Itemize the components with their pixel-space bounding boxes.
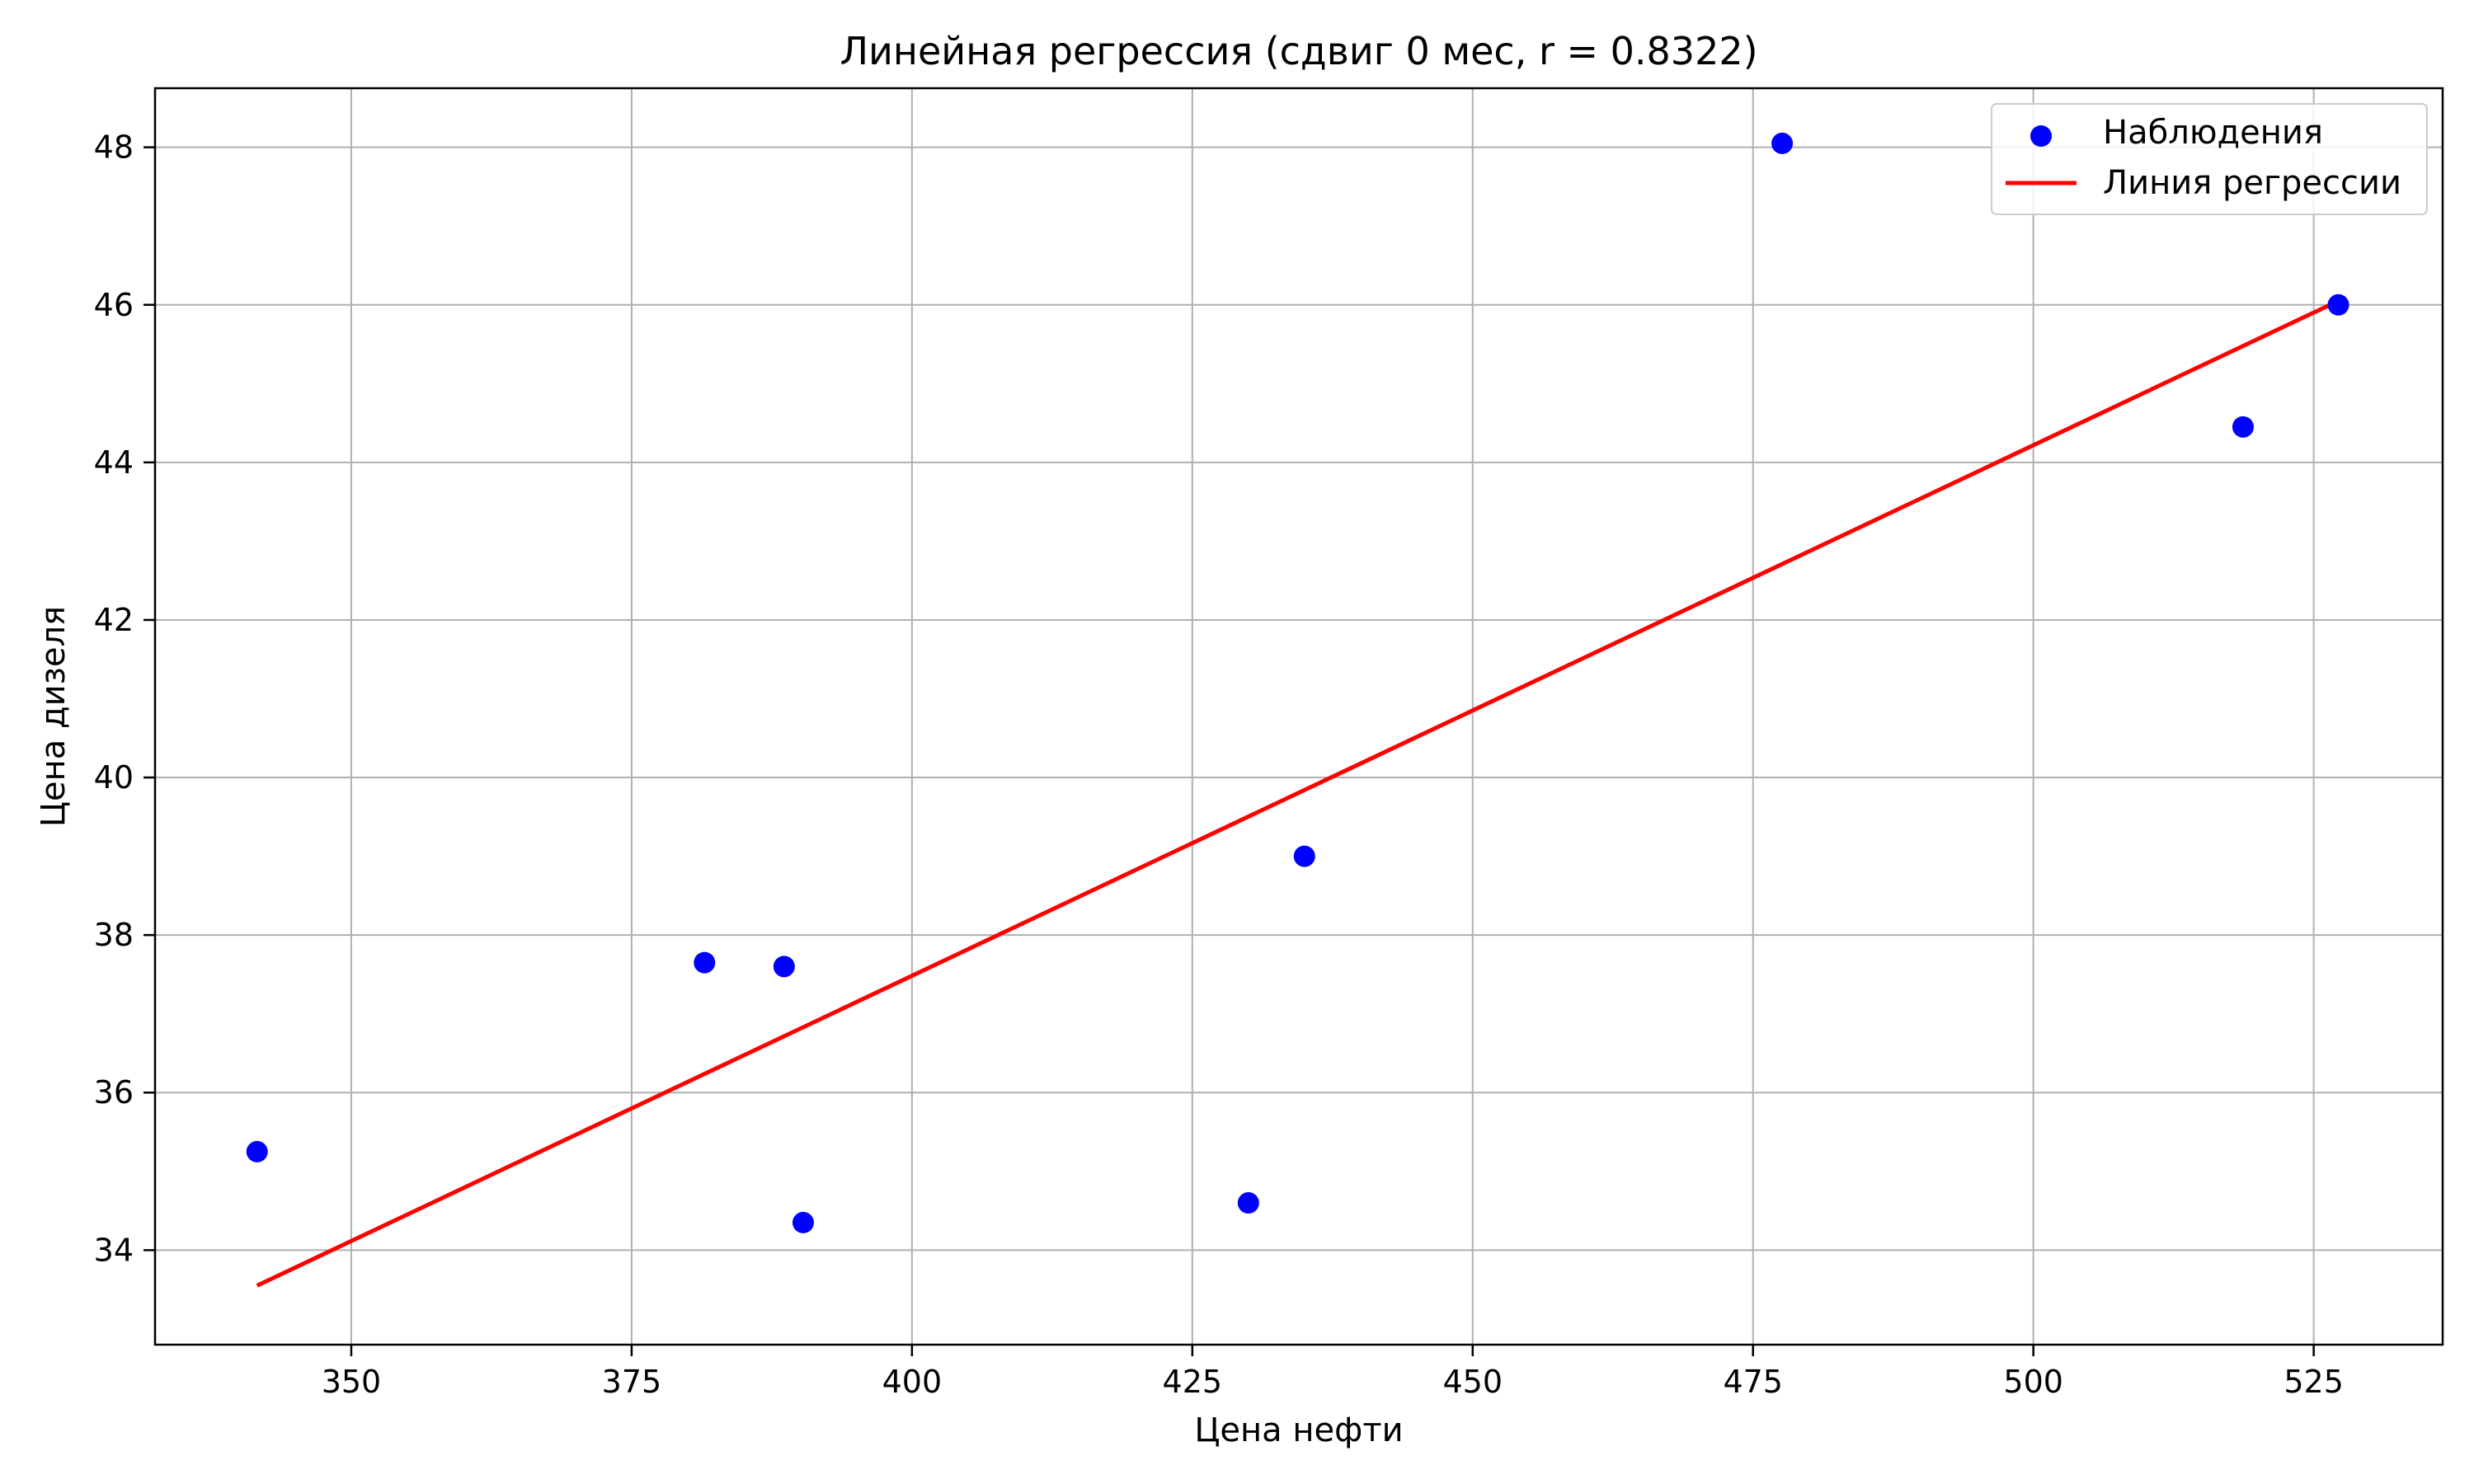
data-point xyxy=(246,1140,268,1162)
x-axis-title: Цена нефти xyxy=(1194,1411,1403,1449)
data-point xyxy=(1771,132,1794,154)
plot-frame xyxy=(153,87,2444,1346)
data-point xyxy=(694,951,716,974)
y-tick-label: 46 xyxy=(94,287,134,323)
data-point xyxy=(1237,1192,1259,1214)
regression-line xyxy=(256,298,2340,1288)
x-tick-label: 400 xyxy=(882,1364,943,1400)
legend-marker-observations xyxy=(2030,125,2052,147)
x-tick-label: 450 xyxy=(1443,1364,1503,1400)
y-tick-label: 34 xyxy=(94,1232,134,1268)
chart-title: Линейная регрессия (сдвиг 0 мес, r = 0.8… xyxy=(840,29,1757,73)
legend: Наблюдения Линия регрессии xyxy=(1991,103,2428,215)
axis-ticks: 350 375 400 425 450 475 500 525 34 36 38 40 42 44 46 48 xyxy=(94,129,2344,1400)
data-point xyxy=(2327,294,2349,316)
y-tick-label: 44 xyxy=(94,444,134,481)
grid xyxy=(155,88,2443,1345)
data-point xyxy=(773,956,795,978)
y-axis-title: Цена дизеля xyxy=(35,606,73,827)
legend-label-observations: Наблюдения xyxy=(2103,114,2323,152)
x-tick-label: 525 xyxy=(2284,1364,2344,1400)
y-tick-label: 38 xyxy=(94,917,134,953)
y-tick-label: 36 xyxy=(94,1074,134,1111)
y-tick-label: 42 xyxy=(94,602,134,638)
x-tick-label: 375 xyxy=(602,1364,662,1400)
x-tick-label: 475 xyxy=(1723,1364,1783,1400)
data-point xyxy=(1293,845,1315,867)
regression-line-layer xyxy=(256,298,2340,1288)
x-tick-label: 350 xyxy=(322,1364,382,1400)
y-tick-label: 48 xyxy=(94,129,134,166)
data-point xyxy=(792,1211,814,1233)
data-point xyxy=(2232,416,2254,438)
legend-box xyxy=(1991,103,2428,215)
y-tick-label: 40 xyxy=(94,759,134,796)
x-tick-label: 425 xyxy=(1163,1364,1223,1400)
scatter-points-layer xyxy=(246,132,2349,1233)
legend-label-regression-line: Линия регрессии xyxy=(2103,164,2401,202)
x-tick-label: 500 xyxy=(2003,1364,2063,1400)
